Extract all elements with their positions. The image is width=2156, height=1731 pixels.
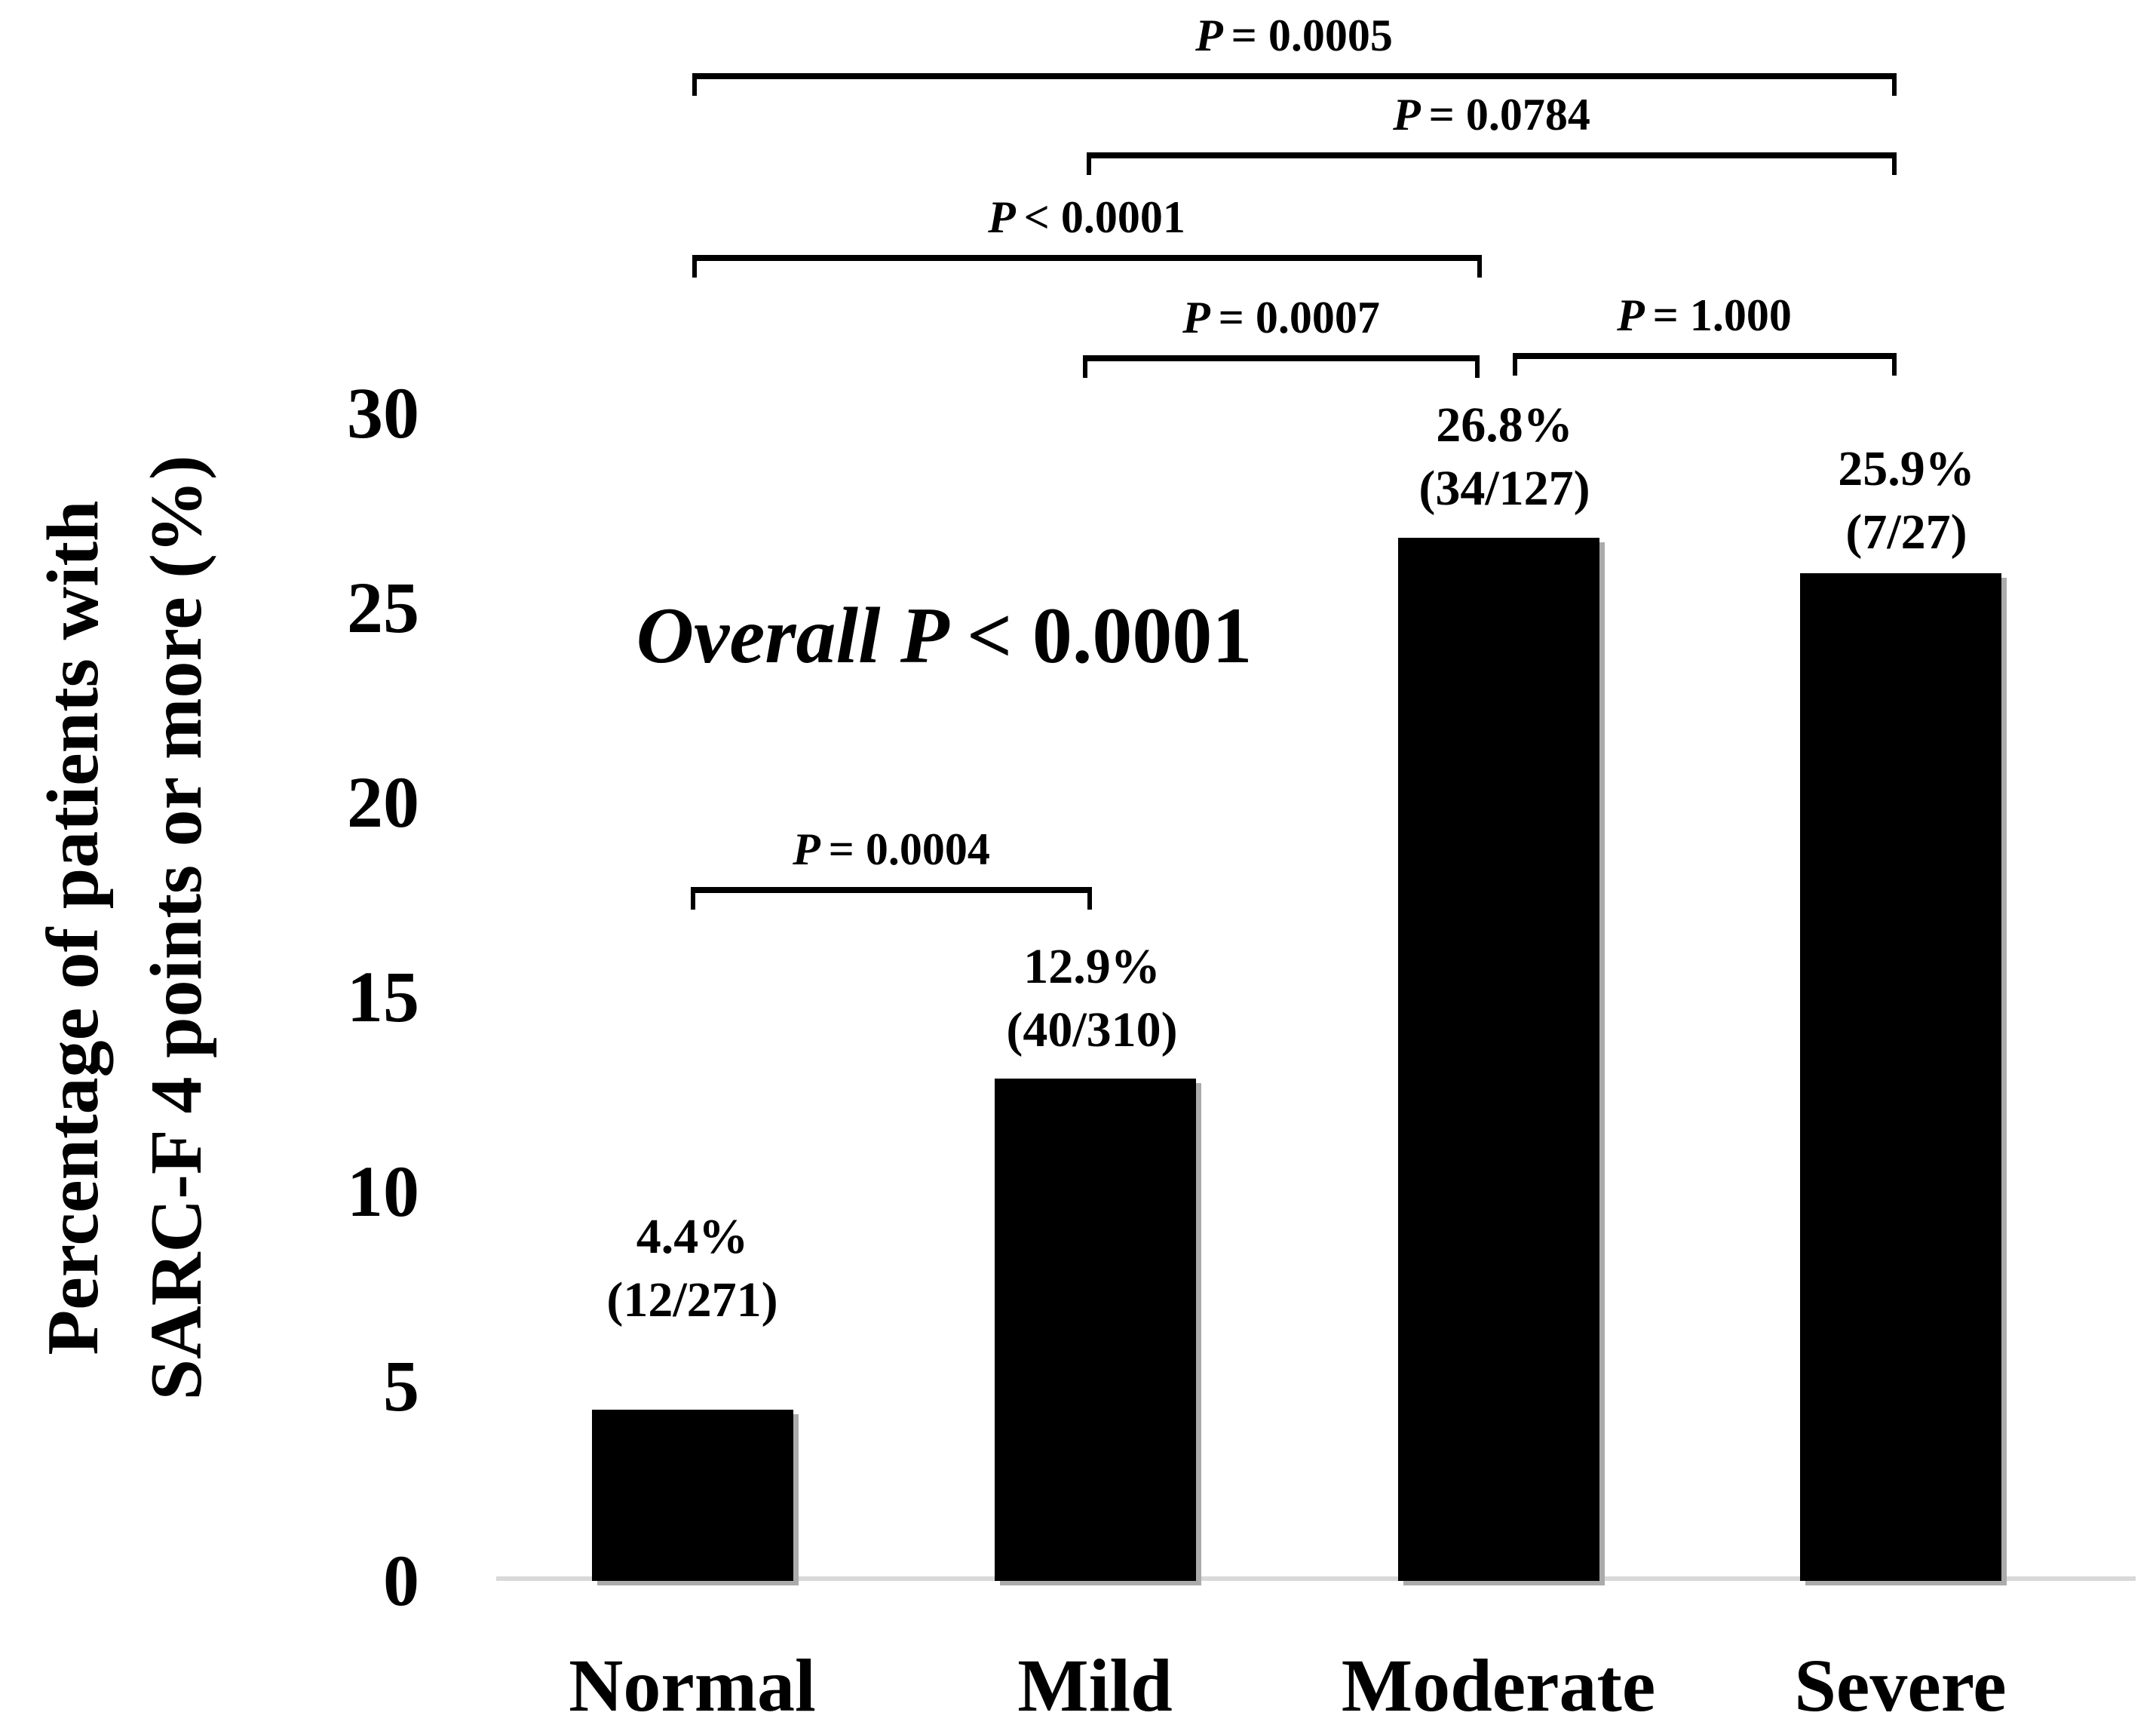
bar-value-fraction-mild: (40/310) bbox=[1006, 1002, 1178, 1057]
x-tick-label-mild: Mild bbox=[1017, 1644, 1173, 1727]
significance-bracket-normal-severe bbox=[692, 73, 1897, 96]
p-value-label-normal-moderate: P < 0.0001 bbox=[988, 187, 1185, 247]
p-value-text-mild-moderate: = 0.0007 bbox=[1218, 293, 1380, 342]
significance-bracket-mild-severe bbox=[1087, 152, 1897, 175]
bar-value-percent-severe: 25.9% bbox=[1838, 441, 1975, 496]
bar-value-percent-normal: 4.4% bbox=[636, 1209, 749, 1264]
bar-value-percent-mild: 12.9% bbox=[1023, 939, 1161, 994]
y-tick-label-10: 10 bbox=[347, 1151, 419, 1232]
p-symbol-normal-moderate: P bbox=[988, 192, 1016, 242]
overall-p-annotation-italic: Overall P bbox=[636, 591, 949, 680]
x-tick-label-severe: Severe bbox=[1794, 1644, 2007, 1727]
overall-p-annotation-value: < 0.0001 bbox=[966, 591, 1253, 680]
p-symbol-mild-moderate: P bbox=[1182, 293, 1210, 342]
overall-p-annotation: Overall P < 0.0001 bbox=[636, 590, 1253, 682]
bar-moderate bbox=[1397, 538, 1599, 1581]
significance-bracket-normal-mild bbox=[691, 887, 1092, 910]
y-tick-label-0: 0 bbox=[383, 1540, 419, 1621]
p-value-label-mild-moderate: P = 0.0007 bbox=[1182, 287, 1380, 348]
y-tick-label-5: 5 bbox=[383, 1346, 419, 1426]
bar-value-label-normal: 4.4% (12/271) bbox=[496, 1205, 888, 1332]
p-value-text-normal-moderate: < 0.0001 bbox=[1023, 192, 1185, 242]
x-tick-label-normal: Normal bbox=[569, 1644, 816, 1727]
p-symbol-normal-mild: P bbox=[793, 824, 820, 874]
bar-severe bbox=[1799, 572, 2001, 1581]
p-symbol-mild-severe: P bbox=[1393, 90, 1421, 140]
p-value-label-moderate-severe: P = 1.000 bbox=[1617, 285, 1792, 345]
bar-value-label-severe: 25.9% (7/27) bbox=[1710, 437, 2102, 564]
bar-value-label-mild: 12.9% (40/310) bbox=[896, 935, 1288, 1062]
p-symbol-normal-severe: P bbox=[1195, 11, 1223, 60]
p-value-label-normal-mild: P = 0.0004 bbox=[793, 819, 990, 879]
y-tick-label-15: 15 bbox=[347, 956, 419, 1037]
significance-bracket-mild-moderate bbox=[1083, 355, 1480, 378]
p-symbol-moderate-severe: P bbox=[1617, 290, 1645, 340]
p-value-text-mild-severe: = 0.0784 bbox=[1428, 90, 1590, 140]
bar-mild bbox=[994, 1079, 1196, 1581]
bar-value-fraction-severe: (7/27) bbox=[1845, 505, 1967, 560]
bar-value-percent-moderate: 26.8% bbox=[1436, 397, 1573, 453]
p-value-label-mild-severe: P = 0.0784 bbox=[1393, 84, 1590, 145]
p-value-label-normal-severe: P = 0.0005 bbox=[1195, 5, 1393, 66]
bar-normal bbox=[591, 1409, 793, 1581]
bar-value-fraction-normal: (12/271) bbox=[606, 1272, 778, 1327]
significance-bracket-normal-moderate bbox=[692, 255, 1482, 278]
x-axis-line bbox=[496, 1576, 2136, 1581]
p-value-text-normal-mild: = 0.0004 bbox=[828, 824, 990, 874]
x-tick-label-moderate: Moderate bbox=[1341, 1644, 1656, 1727]
y-tick-label-20: 20 bbox=[347, 762, 419, 842]
y-tick-label-25: 25 bbox=[347, 567, 419, 648]
significance-bracket-moderate-severe bbox=[1513, 353, 1897, 376]
p-value-text-normal-severe: = 0.0005 bbox=[1231, 11, 1393, 60]
y-tick-label-30: 30 bbox=[347, 373, 419, 453]
bar-value-fraction-moderate: (34/127) bbox=[1418, 461, 1590, 516]
p-value-text-moderate-severe: = 1.000 bbox=[1652, 290, 1792, 340]
bar-value-label-moderate: 26.8% (34/127) bbox=[1308, 394, 1701, 520]
